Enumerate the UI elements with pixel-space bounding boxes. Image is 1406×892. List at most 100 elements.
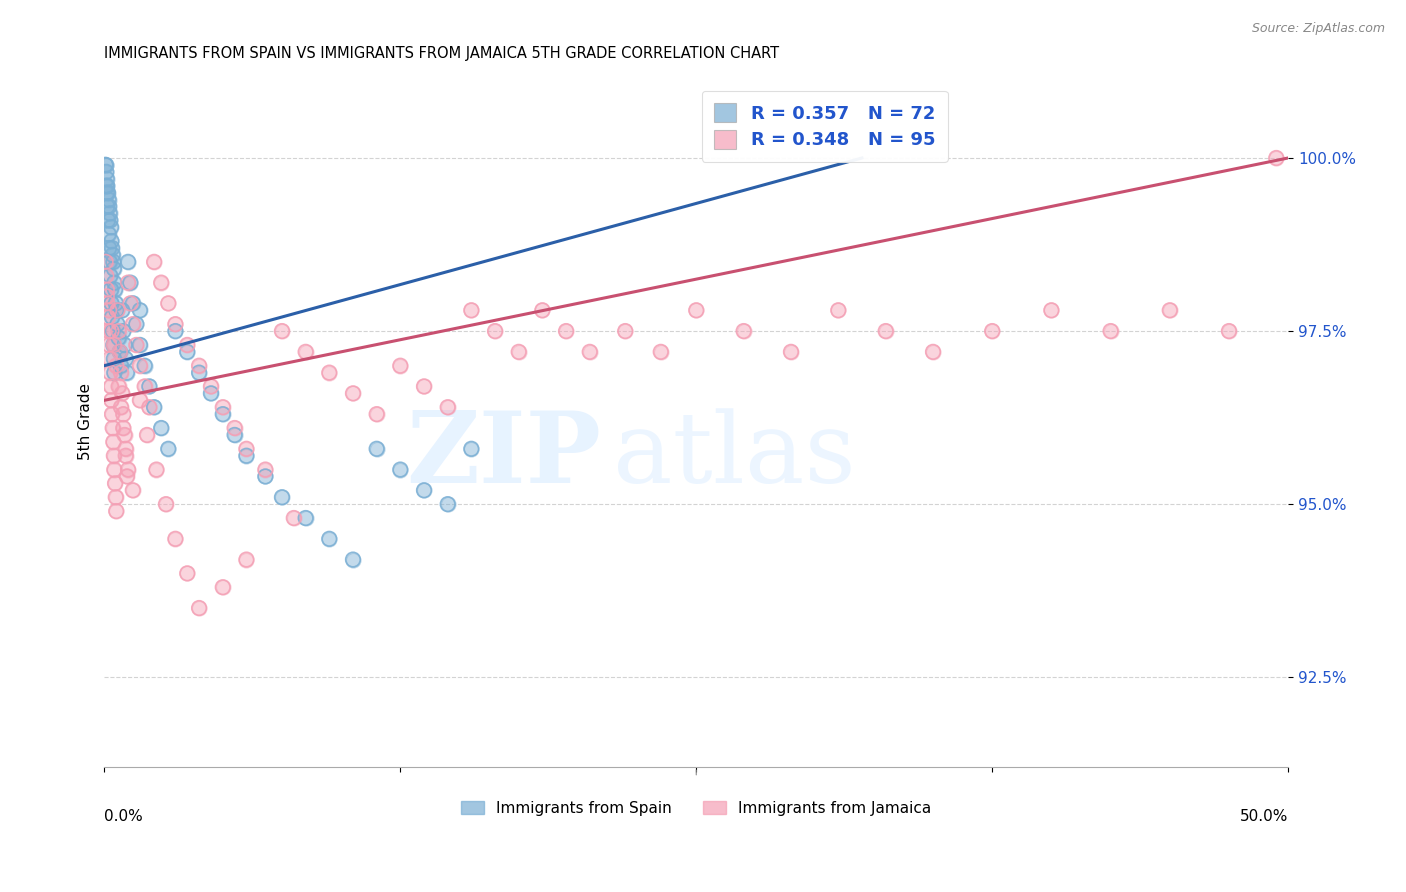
Point bbox=[112, 324, 135, 338]
Point bbox=[555, 324, 578, 338]
Point bbox=[103, 276, 125, 290]
Point bbox=[1265, 151, 1288, 165]
Point bbox=[650, 344, 672, 359]
Point bbox=[128, 359, 150, 373]
Point bbox=[100, 283, 122, 297]
Point bbox=[188, 366, 211, 380]
Point bbox=[827, 303, 849, 318]
Point bbox=[155, 497, 177, 511]
Point bbox=[200, 386, 222, 401]
Point bbox=[176, 566, 198, 581]
Point bbox=[138, 401, 160, 415]
Point bbox=[342, 386, 364, 401]
Point bbox=[318, 366, 340, 380]
Point bbox=[101, 407, 124, 421]
Point bbox=[94, 158, 117, 172]
Point bbox=[108, 344, 131, 359]
Point bbox=[96, 289, 118, 303]
Point bbox=[117, 255, 139, 269]
Point bbox=[97, 213, 120, 227]
Point bbox=[97, 186, 120, 200]
Point bbox=[224, 421, 246, 435]
Point bbox=[110, 401, 132, 415]
Point bbox=[114, 442, 136, 456]
Point bbox=[188, 359, 211, 373]
Point bbox=[101, 310, 124, 325]
Point bbox=[112, 421, 135, 435]
Point bbox=[96, 283, 118, 297]
Point bbox=[104, 476, 127, 491]
Point bbox=[125, 338, 148, 352]
Point bbox=[578, 344, 600, 359]
Point bbox=[98, 206, 121, 220]
Point bbox=[103, 338, 125, 352]
Point bbox=[96, 283, 118, 297]
Point bbox=[104, 283, 127, 297]
Point bbox=[138, 379, 160, 393]
Point bbox=[100, 296, 122, 310]
Point bbox=[211, 401, 233, 415]
Point bbox=[157, 296, 180, 310]
Point bbox=[103, 351, 125, 366]
Point bbox=[96, 289, 118, 303]
Point bbox=[271, 324, 294, 338]
Point bbox=[436, 497, 458, 511]
Point bbox=[98, 338, 121, 352]
Point bbox=[121, 317, 143, 331]
Point bbox=[105, 359, 128, 373]
Point bbox=[100, 234, 122, 248]
Point bbox=[103, 366, 125, 380]
Point bbox=[283, 511, 305, 525]
Point bbox=[922, 344, 945, 359]
Point bbox=[389, 359, 412, 373]
Point bbox=[103, 338, 125, 352]
Point bbox=[94, 255, 117, 269]
Point bbox=[98, 199, 121, 213]
Point bbox=[460, 442, 482, 456]
Point bbox=[115, 469, 138, 483]
Point bbox=[111, 386, 134, 401]
Text: ZIP: ZIP bbox=[406, 407, 602, 504]
Point bbox=[211, 401, 233, 415]
Point bbox=[188, 601, 211, 615]
Point bbox=[110, 359, 132, 373]
Point bbox=[110, 366, 132, 380]
Point bbox=[120, 276, 142, 290]
Point bbox=[117, 276, 139, 290]
Point bbox=[780, 344, 803, 359]
Point bbox=[125, 317, 148, 331]
Point bbox=[103, 255, 125, 269]
Point bbox=[389, 462, 412, 476]
Point bbox=[114, 449, 136, 463]
Point bbox=[103, 351, 125, 366]
Point bbox=[235, 552, 257, 566]
Point bbox=[235, 449, 257, 463]
Point bbox=[110, 359, 132, 373]
Point bbox=[294, 344, 316, 359]
Point bbox=[342, 386, 364, 401]
Point bbox=[200, 379, 222, 393]
Point bbox=[294, 511, 316, 525]
Point bbox=[96, 165, 118, 179]
Point bbox=[97, 227, 120, 241]
Point bbox=[555, 324, 578, 338]
Point bbox=[108, 344, 131, 359]
Point bbox=[508, 344, 530, 359]
Point bbox=[176, 338, 198, 352]
Point bbox=[98, 351, 121, 366]
Point bbox=[98, 351, 121, 366]
Point bbox=[97, 324, 120, 338]
Point bbox=[100, 393, 122, 408]
Point bbox=[150, 421, 173, 435]
Point bbox=[104, 476, 127, 491]
Point bbox=[120, 296, 142, 310]
Point bbox=[104, 296, 127, 310]
Point bbox=[235, 552, 257, 566]
Point bbox=[366, 442, 388, 456]
Point bbox=[97, 186, 120, 200]
Point bbox=[96, 178, 118, 193]
Point bbox=[100, 283, 122, 297]
Point bbox=[117, 276, 139, 290]
Point bbox=[103, 434, 125, 449]
Point bbox=[436, 497, 458, 511]
